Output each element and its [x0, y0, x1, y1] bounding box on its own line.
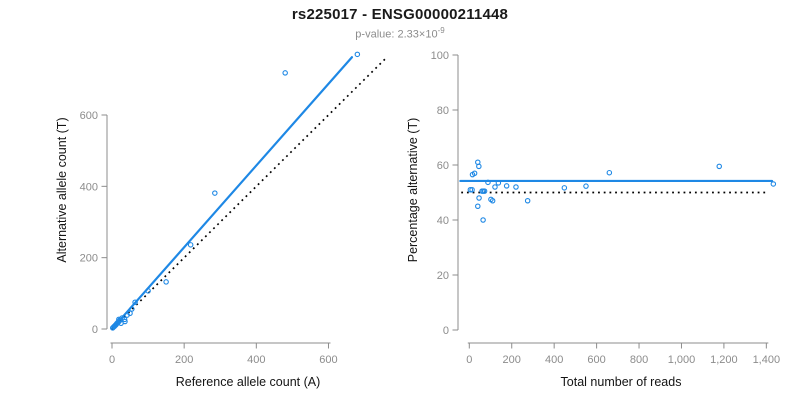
data-point [489, 198, 496, 204]
x-tick-label: 0 [466, 354, 472, 366]
data-point [495, 180, 502, 186]
y-tick-label: 600 [80, 110, 98, 122]
identity-line [111, 58, 386, 330]
data-point [770, 181, 777, 187]
x-tick-label: 400 [247, 354, 265, 366]
data-point [716, 163, 722, 170]
data-point [492, 184, 498, 190]
data-point [145, 288, 151, 294]
y-tick-label: 0 [443, 325, 449, 337]
y-tick-label: 80 [437, 105, 449, 117]
data-point [116, 316, 122, 323]
y-tick-label: 200 [80, 253, 98, 265]
data-point [475, 203, 481, 210]
x-tick-label: 400 [545, 354, 563, 366]
data-point [282, 70, 288, 76]
data-point [212, 190, 218, 196]
data-point [121, 316, 128, 323]
data-point [583, 183, 589, 189]
y-axis-title: Percentage alternative (T) [406, 118, 420, 263]
data-point [480, 217, 486, 223]
y-tick-label: 400 [80, 181, 98, 193]
y-axis-title: Alternative allele count (T) [55, 117, 69, 262]
x-tick-label: 0 [109, 354, 115, 366]
data-point [503, 183, 510, 189]
data-point [485, 179, 491, 186]
x-tick-label: 1,200 [710, 354, 738, 366]
data-point [481, 188, 488, 194]
data-point [476, 163, 482, 170]
data-point [127, 310, 133, 317]
y-tick-label: 0 [92, 324, 98, 336]
data-point [122, 318, 128, 325]
x-tick-label: 1,400 [753, 354, 781, 366]
data-point [513, 184, 519, 190]
x-tick-label: 200 [175, 354, 193, 366]
data-point [476, 195, 482, 201]
data-point [187, 242, 194, 248]
data-point [132, 299, 138, 305]
x-axis-title: Reference allele count (A) [176, 375, 321, 389]
y-tick-label: 100 [431, 50, 449, 62]
data-point [129, 306, 135, 312]
y-tick-label: 60 [437, 160, 449, 172]
data-point [469, 187, 475, 193]
p-value-text: p-value: 2.33×10 [355, 28, 438, 41]
fitted-ratio-line [110, 56, 354, 331]
p-value-exponent: -9 [437, 26, 445, 35]
x-tick-label: 600 [319, 354, 337, 366]
panel-allele-counts: 0 200 400 600 0 200 400 600 Reference allele cou… [55, 51, 386, 389]
data-point [163, 279, 169, 285]
data-point [467, 187, 474, 193]
data-point [354, 51, 361, 58]
x-tick-label: 600 [587, 354, 605, 366]
data-point [471, 170, 478, 177]
x-tick-label: 800 [630, 354, 648, 366]
data-point [561, 185, 568, 191]
y-tick-label: 40 [437, 215, 449, 227]
p-value-subtitle: p-value: 2.33×10-9 [0, 26, 800, 41]
y-tick-label: 20 [437, 270, 449, 282]
plot-title: rs225017 - ENSG00000211448 [291, 6, 509, 23]
x-tick-label: 1,000 [668, 354, 696, 366]
x-tick-label: 200 [503, 354, 521, 366]
panel-percentage-vs-reads: 0 20 40 60 80 100 0 200 400 600 800 1,000 1,200 1,400… [406, 50, 780, 389]
data-point [524, 198, 531, 204]
data-point [606, 169, 613, 176]
x-axis-title: Total number of reads [561, 375, 682, 389]
